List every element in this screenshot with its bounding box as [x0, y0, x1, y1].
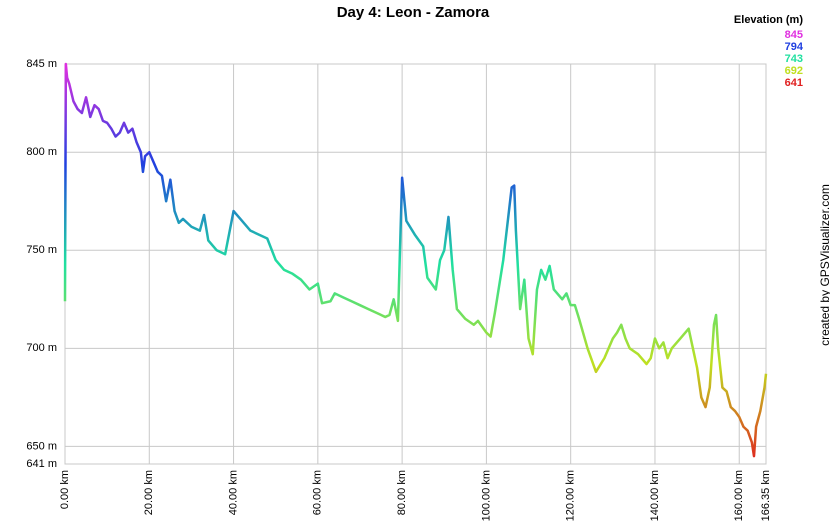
y-tick-label: 750 m [26, 244, 57, 256]
x-tick-label: 60.00 km [312, 470, 324, 515]
x-tick-label: 160.00 km [733, 470, 745, 521]
x-tick-label: 80.00 km [396, 470, 408, 515]
legend-title: Elevation (m) [734, 14, 803, 26]
x-tick-label: 40.00 km [227, 470, 239, 515]
legend-value: 794 [785, 41, 804, 53]
y-tick-label: 845 m [26, 58, 57, 70]
x-tick-label: 0.00 km [59, 470, 71, 509]
elevation-line [63, 62, 768, 458]
y-tick-label: 800 m [26, 146, 57, 158]
y-tick-label: 650 m [26, 440, 57, 452]
plot-frame [64, 63, 767, 465]
y-tick-label: 641 m [26, 458, 57, 470]
x-tick-label: 120.00 km [565, 470, 577, 521]
credit: created by GPSVisualizer.com [818, 184, 830, 346]
legend-value: 692 [785, 65, 803, 77]
x-tick-label: 20.00 km [143, 470, 155, 515]
legend-value: 743 [785, 53, 803, 65]
x-tick-label: 140.00 km [649, 470, 661, 521]
legend-value: 641 [785, 77, 803, 89]
y-tick-label: 700 m [26, 342, 57, 354]
legend-value: 845 [785, 29, 803, 41]
x-tick-label: 100.00 km [480, 470, 492, 521]
chart-title: Day 4: Leon - Zamora [337, 4, 490, 21]
x-tick-label: 166.35 km [760, 470, 772, 521]
